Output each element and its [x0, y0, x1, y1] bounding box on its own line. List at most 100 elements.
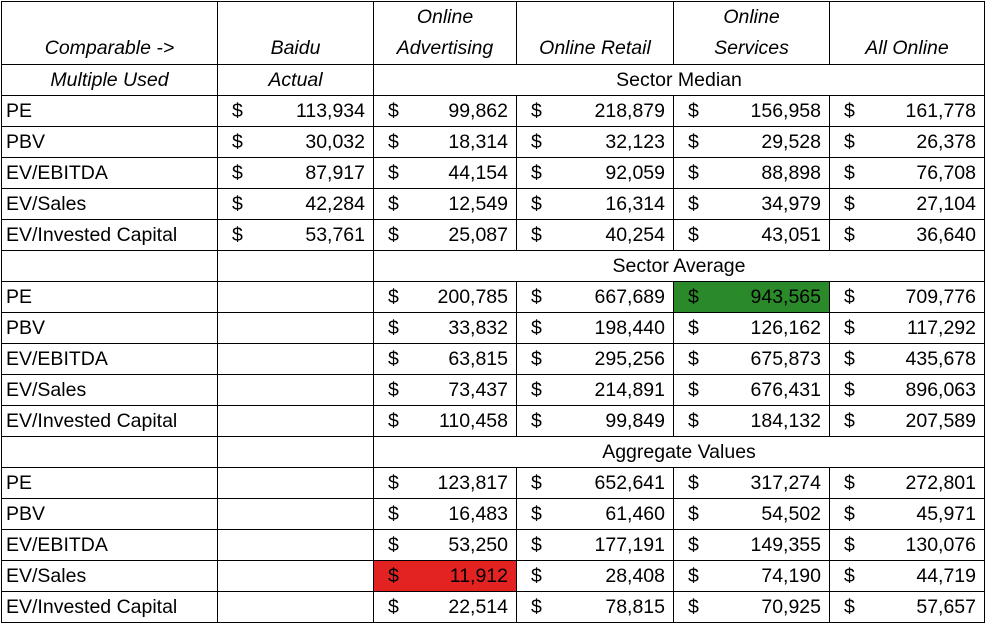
section-title-0: Sector Median	[373, 64, 985, 96]
value-cell: $207,589	[829, 405, 985, 437]
value-cell: $16,483	[373, 498, 517, 530]
value-cell: $28,408	[516, 560, 674, 592]
value-cell: $70,925	[673, 591, 830, 623]
currency-symbol: $	[844, 379, 855, 401]
value-cell: $88,898	[673, 157, 830, 189]
header-actual: Actual	[217, 64, 374, 96]
row-label: EV/EBITDA	[1, 157, 218, 189]
header-online-retail: Online Retail	[516, 1, 674, 65]
value: 40,254	[605, 224, 665, 246]
value-cell: $33,832	[373, 312, 517, 344]
value-cell: $99,862	[373, 95, 517, 127]
value-cell: $26,378	[829, 126, 985, 158]
value: 12,549	[448, 193, 508, 215]
empty-cell	[217, 436, 374, 468]
value-cell: $709,776	[829, 281, 985, 313]
row-label: EV/EBITDA	[1, 529, 218, 561]
value: 45,971	[916, 503, 976, 525]
value: 16,483	[448, 503, 508, 525]
header-multiple-used: Multiple Used	[1, 64, 218, 96]
row-label: EV/Sales	[1, 188, 218, 220]
value-cell: $78,815	[516, 591, 674, 623]
value: 43,051	[761, 224, 821, 246]
row-label: PBV	[1, 312, 218, 344]
table-row: PBV $30,032 $18,314 $32,123 $29,528 $26,378	[1, 126, 985, 158]
value-cell: $44,154	[373, 157, 517, 189]
value-cell: $18,314	[373, 126, 517, 158]
currency-symbol: $	[531, 100, 542, 122]
currency-symbol: $	[531, 162, 542, 184]
row-label: EV/Invested Capital	[1, 591, 218, 623]
value: 74,190	[761, 565, 821, 587]
value: 30,032	[305, 131, 365, 153]
empty-cell	[217, 405, 374, 437]
value-cell: $42,284	[217, 188, 374, 220]
value: 25,087	[448, 224, 508, 246]
header-baidu: Baidu	[217, 1, 374, 65]
currency-symbol: $	[388, 162, 399, 184]
currency-symbol: $	[688, 410, 699, 432]
value-cell: $54,502	[673, 498, 830, 530]
currency-symbol: $	[688, 565, 699, 587]
value-cell: $214,891	[516, 374, 674, 406]
table-row: PE $200,785 $667,689 $943,565 $709,776	[1, 281, 985, 313]
value: 78,815	[605, 596, 665, 618]
currency-symbol: $	[531, 596, 542, 618]
header-row: Comparable -> Baidu Online Advertising On…	[1, 1, 985, 65]
table-row: EV/EBITDA $87,917 $44,154 $92,059 $88,898 $76…	[1, 157, 985, 189]
value-cell: $117,292	[829, 312, 985, 344]
value: 57,657	[916, 596, 976, 618]
currency-symbol: $	[388, 286, 399, 308]
section-header-row: Aggregate Values	[1, 436, 985, 468]
row-label: PBV	[1, 498, 218, 530]
value: 36,640	[916, 224, 976, 246]
value: 123,817	[437, 472, 509, 494]
value: 117,292	[906, 317, 976, 339]
row-label: PE	[1, 95, 218, 127]
value-cell: $123,817	[373, 467, 517, 499]
empty-cell	[217, 281, 374, 313]
section-title-1: Sector Average	[373, 250, 985, 282]
value: 87,917	[305, 162, 365, 184]
value: 63,815	[448, 348, 508, 370]
currency-symbol: $	[844, 317, 855, 339]
value-cell: $92,059	[516, 157, 674, 189]
currency-symbol: $	[531, 317, 542, 339]
currency-symbol: $	[688, 534, 699, 556]
value-cell: $161,778	[829, 95, 985, 127]
currency-symbol: $	[531, 472, 542, 494]
currency-symbol: $	[232, 131, 243, 153]
currency-symbol: $	[531, 131, 542, 153]
currency-symbol: $	[688, 472, 699, 494]
currency-symbol: $	[688, 162, 699, 184]
value-cell: $184,132	[673, 405, 830, 437]
value: 22,514	[448, 596, 508, 618]
value-cell: $156,958	[673, 95, 830, 127]
currency-symbol: $	[844, 286, 855, 308]
value-cell: $218,879	[516, 95, 674, 127]
empty-cell	[217, 250, 374, 282]
table-row: EV/Invested Capital $110,458 $99,849 $184,1…	[1, 405, 985, 437]
value: 42,284	[305, 193, 365, 215]
value-cell: $36,640	[829, 219, 985, 251]
table-row: EV/Invested Capital $22,514 $78,815 $70,925…	[1, 591, 985, 623]
value-cell: $667,689	[516, 281, 674, 313]
value-cell: $435,678	[829, 343, 985, 375]
value: 184,132	[750, 410, 822, 432]
value: 27,104	[916, 193, 976, 215]
row-label: EV/Invested Capital	[1, 219, 218, 251]
value-cell: $99,849	[516, 405, 674, 437]
empty-cell	[1, 436, 218, 468]
currency-symbol: $	[232, 100, 243, 122]
value-cell: $11,912	[373, 560, 517, 592]
row-label: EV/Invested Capital	[1, 405, 218, 437]
row-label: EV/EBITDA	[1, 343, 218, 375]
value-cell: $896,063	[829, 374, 985, 406]
table-row: EV/EBITDA $53,250 $177,191 $149,355 $130,076	[1, 529, 985, 561]
value-cell: $44,719	[829, 560, 985, 592]
value: 53,250	[448, 534, 508, 556]
currency-symbol: $	[388, 472, 399, 494]
value: 896,063	[905, 379, 977, 401]
value-cell: $177,191	[516, 529, 674, 561]
